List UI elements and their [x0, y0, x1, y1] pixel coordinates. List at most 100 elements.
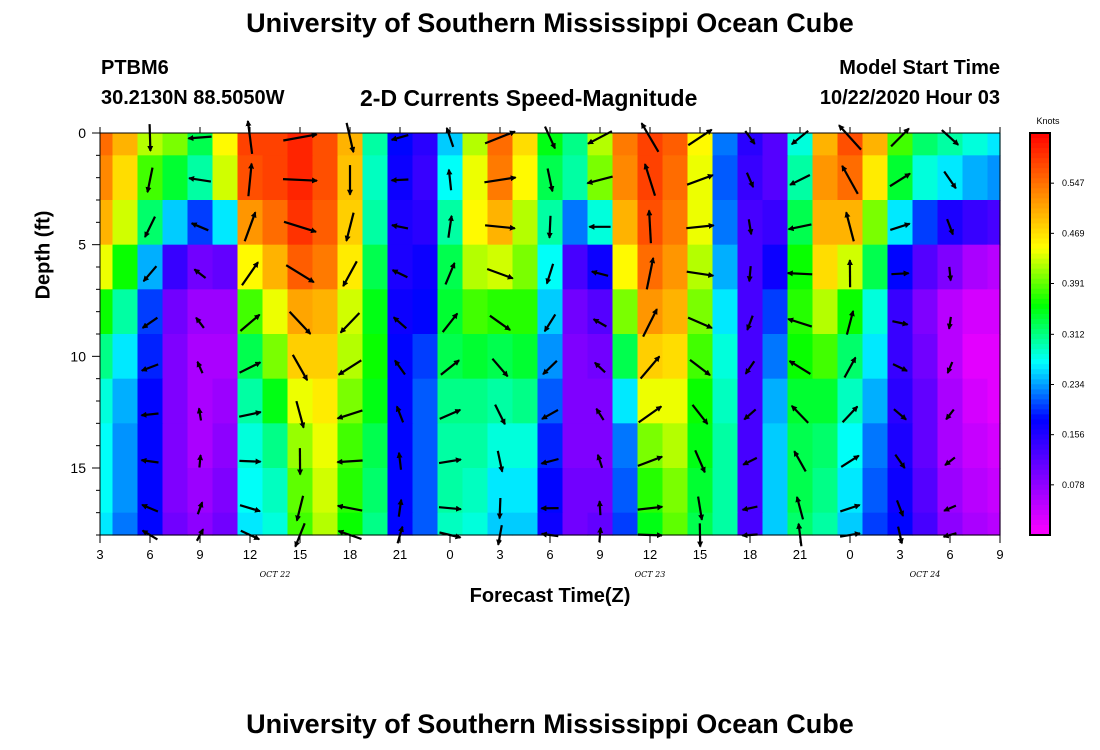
axes: 3 6 9 12 15 18 21 0 3 6 9 12 15 18 21 0 3 6 9 OCT 22 OCT 23 O… [70, 125, 1003, 579]
date-label: OCT 23 [635, 570, 666, 579]
heatmap-cell [687, 133, 714, 156]
heatmap-cell [812, 423, 839, 469]
current-vector-arrow [193, 268, 207, 279]
current-vector-arrow [239, 504, 261, 513]
heatmap-cell [487, 512, 514, 536]
heatmap-cell [412, 468, 439, 514]
current-vector-arrow [140, 363, 159, 372]
current-vector-arrow [144, 216, 156, 238]
heatmap-cell [587, 512, 614, 536]
heatmap-cell [237, 244, 264, 290]
heatmap-cell [312, 200, 339, 246]
heatmap-cell [362, 200, 389, 246]
heatmap-cell [837, 512, 864, 536]
current-vector-arrow [686, 270, 715, 278]
heatmap-cell [987, 334, 1001, 380]
heatmap-cell [662, 200, 689, 246]
heatmap-cell [362, 133, 389, 156]
heatmap-cell [587, 334, 614, 380]
heatmap-cell [312, 289, 339, 335]
x-tick-label: 6 [946, 547, 953, 562]
heatmap-cell [587, 244, 614, 290]
x-tick-label: 21 [793, 547, 807, 562]
heatmap-cell [112, 133, 139, 156]
heatmap-cell [437, 244, 464, 290]
colorbar-segment [1030, 354, 1050, 360]
current-vector-arrow [596, 500, 603, 516]
current-vector-arrow [697, 496, 705, 521]
heatmap-cell [837, 468, 864, 514]
heatmap-cell [662, 423, 689, 469]
heatmap-cell [212, 133, 239, 156]
heatmap-cell [437, 378, 464, 424]
heatmap-cell [487, 244, 514, 290]
heatmap-cell [512, 423, 539, 469]
heatmap-cell [262, 334, 289, 380]
current-vector-arrow [788, 360, 811, 375]
colorbar-segment [1030, 218, 1050, 225]
heatmap-cell [862, 378, 889, 424]
heatmap-cell [912, 155, 939, 201]
colorbar-segment [1030, 344, 1050, 350]
heatmap-cell [562, 378, 589, 424]
heatmap-cell [912, 334, 939, 380]
colorbar-segment [1030, 459, 1050, 466]
heatmap-cell [362, 244, 389, 290]
current-vector-arrow [746, 315, 754, 331]
heatmap-cell [162, 200, 189, 246]
heatmap-cell [812, 468, 839, 514]
heatmap-cell [212, 200, 239, 246]
current-vector-arrow [946, 218, 954, 236]
heatmap-cell [237, 512, 264, 536]
heatmap-cell [987, 512, 1001, 536]
colorbar-label: Knots [1036, 116, 1060, 126]
heatmap-cell [862, 423, 889, 469]
current-vector-arrow [891, 270, 910, 277]
heatmap-cell [987, 468, 1001, 514]
current-vector-arrow [596, 453, 604, 469]
heatmap-cell [412, 334, 439, 380]
heatmap-cell [337, 289, 364, 335]
heatmap-cell [737, 468, 764, 514]
x-tick-label: 18 [743, 547, 757, 562]
heatmap-cell [262, 289, 289, 335]
heatmap-cell [737, 512, 764, 536]
colorbar-segment [1030, 213, 1050, 220]
heatmap-cell [287, 334, 314, 380]
colorbar-segment [1030, 464, 1050, 471]
heatmap-cell [100, 512, 114, 536]
heatmap-cell [462, 378, 489, 424]
current-vector-arrow [445, 127, 455, 148]
heatmap-cell [212, 512, 239, 536]
colorbar-segment [1030, 273, 1050, 280]
current-vector-arrow [646, 209, 653, 244]
heatmap-cell [712, 468, 739, 514]
chart-title: University of Southern Mississippi Ocean… [246, 8, 854, 38]
current-vector-arrow [438, 505, 462, 512]
colorbar-segment [1030, 489, 1050, 496]
heatmap-cell [787, 378, 814, 424]
heatmap-cell [362, 289, 389, 335]
heatmap-cell [387, 334, 414, 380]
heatmap-cell [612, 200, 639, 246]
colorbar-segment [1030, 444, 1050, 451]
heatmap-cell [112, 334, 139, 380]
heatmap-cell [262, 468, 289, 514]
current-vector-arrow [440, 359, 460, 376]
current-vector-arrow [946, 361, 954, 374]
current-vector-arrow [544, 126, 556, 150]
heatmap-cell [962, 200, 989, 246]
current-vector-arrow [945, 408, 955, 421]
current-vector-arrow [543, 313, 557, 333]
colorbar-segment [1030, 153, 1050, 159]
heatmap-cell [412, 512, 439, 536]
heatmap-cell [887, 289, 914, 335]
heatmap-cell [712, 512, 739, 536]
heatmap-cell [187, 334, 214, 380]
heatmap-cell [712, 133, 739, 156]
colorbar-segment [1030, 158, 1050, 164]
heatmap-cell [287, 155, 314, 201]
colorbar-segment [1030, 298, 1050, 305]
heatmap-cell [412, 133, 439, 156]
heatmap-cell [962, 378, 989, 424]
